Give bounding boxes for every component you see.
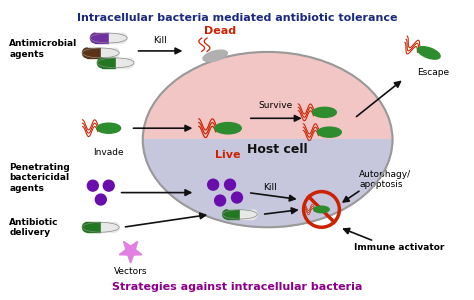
Wedge shape xyxy=(82,48,87,58)
Circle shape xyxy=(208,179,219,190)
Ellipse shape xyxy=(143,52,392,227)
Circle shape xyxy=(95,194,106,205)
Wedge shape xyxy=(114,222,119,232)
Ellipse shape xyxy=(97,123,120,133)
Text: Escape: Escape xyxy=(417,68,449,77)
Wedge shape xyxy=(253,210,257,219)
Text: Host cell: Host cell xyxy=(247,143,308,156)
Text: Dead: Dead xyxy=(204,26,236,36)
Text: Vectors: Vectors xyxy=(114,267,147,276)
Bar xyxy=(87,222,101,232)
Text: Kill: Kill xyxy=(154,36,167,45)
Ellipse shape xyxy=(313,107,337,117)
Ellipse shape xyxy=(418,47,440,59)
Bar xyxy=(116,58,129,68)
Polygon shape xyxy=(119,242,142,263)
Bar xyxy=(228,210,240,219)
Bar xyxy=(95,33,109,43)
Wedge shape xyxy=(82,222,87,232)
Text: Antimicrobial
agents: Antimicrobial agents xyxy=(9,39,78,58)
Circle shape xyxy=(87,180,98,191)
Text: Invade: Invade xyxy=(93,148,124,157)
Bar xyxy=(102,58,116,68)
Text: Strategies against intracellular bacteria: Strategies against intracellular bacteri… xyxy=(112,282,362,292)
Wedge shape xyxy=(97,58,102,68)
Bar xyxy=(101,48,114,58)
Circle shape xyxy=(215,195,226,206)
Bar xyxy=(101,222,114,232)
Bar xyxy=(240,210,253,219)
Ellipse shape xyxy=(215,123,241,134)
Text: Antibiotic
delivery: Antibiotic delivery xyxy=(9,218,59,237)
Wedge shape xyxy=(122,33,127,43)
Text: Penetrating
bactericidal
agents: Penetrating bactericidal agents xyxy=(9,163,70,193)
Wedge shape xyxy=(114,48,119,58)
Ellipse shape xyxy=(314,206,329,213)
Text: Intracellular bacteria mediated antibiotic tolerance: Intracellular bacteria mediated antibiot… xyxy=(77,13,397,23)
Text: Survive: Survive xyxy=(259,101,293,110)
Ellipse shape xyxy=(318,127,341,137)
Circle shape xyxy=(225,179,236,190)
Wedge shape xyxy=(91,33,95,43)
Circle shape xyxy=(231,192,243,203)
Text: Immune activator: Immune activator xyxy=(354,243,445,252)
Bar xyxy=(109,33,122,43)
Text: Autophagy/
apoptosis: Autophagy/ apoptosis xyxy=(359,170,411,189)
Text: Live: Live xyxy=(215,150,241,160)
Bar xyxy=(87,48,101,58)
Polygon shape xyxy=(143,140,392,227)
Ellipse shape xyxy=(203,50,228,61)
Wedge shape xyxy=(223,210,228,219)
Circle shape xyxy=(103,180,114,191)
Text: Kill: Kill xyxy=(263,183,277,192)
Wedge shape xyxy=(129,58,134,68)
